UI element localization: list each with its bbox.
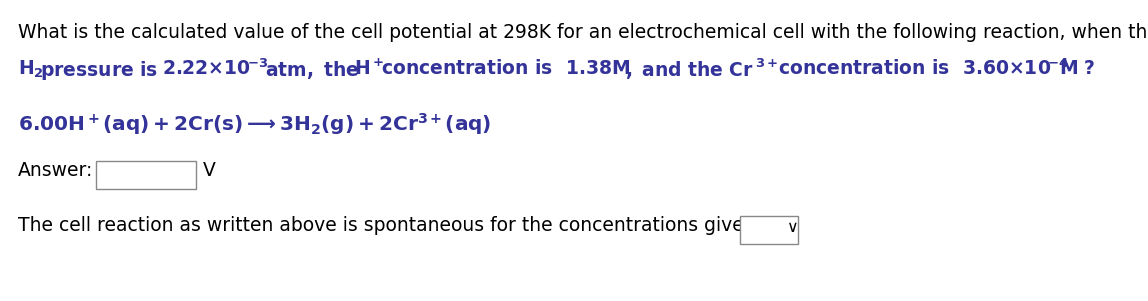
- Text: $\mathbf{H^+}$: $\mathbf{H^+}$: [354, 59, 385, 79]
- Text: $\mathbf{^{-4}}$: $\mathbf{^{-4}}$: [1047, 59, 1069, 78]
- Text: $\mathbf{1.38M}$: $\mathbf{1.38M}$: [565, 59, 630, 78]
- Text: $\mathbf{^{3+}}$: $\mathbf{^{3+}}$: [755, 59, 778, 78]
- Text: $\mathbf{^{-3}}$: $\mathbf{^{-3}}$: [247, 59, 269, 78]
- FancyBboxPatch shape: [96, 161, 196, 189]
- Text: V: V: [203, 161, 216, 180]
- Text: $\mathbf{6.00H^+(aq) + 2Cr(s){\longrightarrow}3H_2(g) + 2Cr^{3+}(aq)}$: $\mathbf{6.00H^+(aq) + 2Cr(s){\longright…: [18, 111, 491, 137]
- Text: $\mathbf{2.22{\times}10}$: $\mathbf{2.22{\times}10}$: [162, 59, 250, 78]
- Text: $\vee$: $\vee$: [786, 220, 798, 235]
- Text: $\mathbf{pressure\ is\ }$: $\mathbf{pressure\ is\ }$: [40, 59, 157, 82]
- Text: $\mathbf{,\ and\ the\ Cr}$: $\mathbf{,\ and\ the\ Cr}$: [625, 59, 753, 81]
- Text: What is the calculated value of the cell potential at 298K for an electrochemica: What is the calculated value of the cell…: [18, 23, 1148, 42]
- Text: $\mathbf{\ concentration\ is\ }$: $\mathbf{\ concentration\ is\ }$: [771, 59, 949, 78]
- Text: $\mathbf{\ concentration\ is\ }$: $\mathbf{\ concentration\ is\ }$: [375, 59, 553, 78]
- Text: $\mathbf{\ atm,\ the\ }$: $\mathbf{\ atm,\ the\ }$: [259, 59, 359, 81]
- Text: The cell reaction as written above is spontaneous for the concentrations given:: The cell reaction as written above is sp…: [18, 216, 762, 235]
- Text: $\mathbf{M\ ?}$: $\mathbf{M\ ?}$: [1058, 59, 1095, 78]
- Text: Answer:: Answer:: [18, 161, 93, 180]
- Text: $\mathbf{3.60{\times}10}$: $\mathbf{3.60{\times}10}$: [962, 59, 1052, 78]
- Text: $\mathbf{H_2}$: $\mathbf{H_2}$: [18, 59, 44, 80]
- FancyBboxPatch shape: [740, 216, 798, 244]
